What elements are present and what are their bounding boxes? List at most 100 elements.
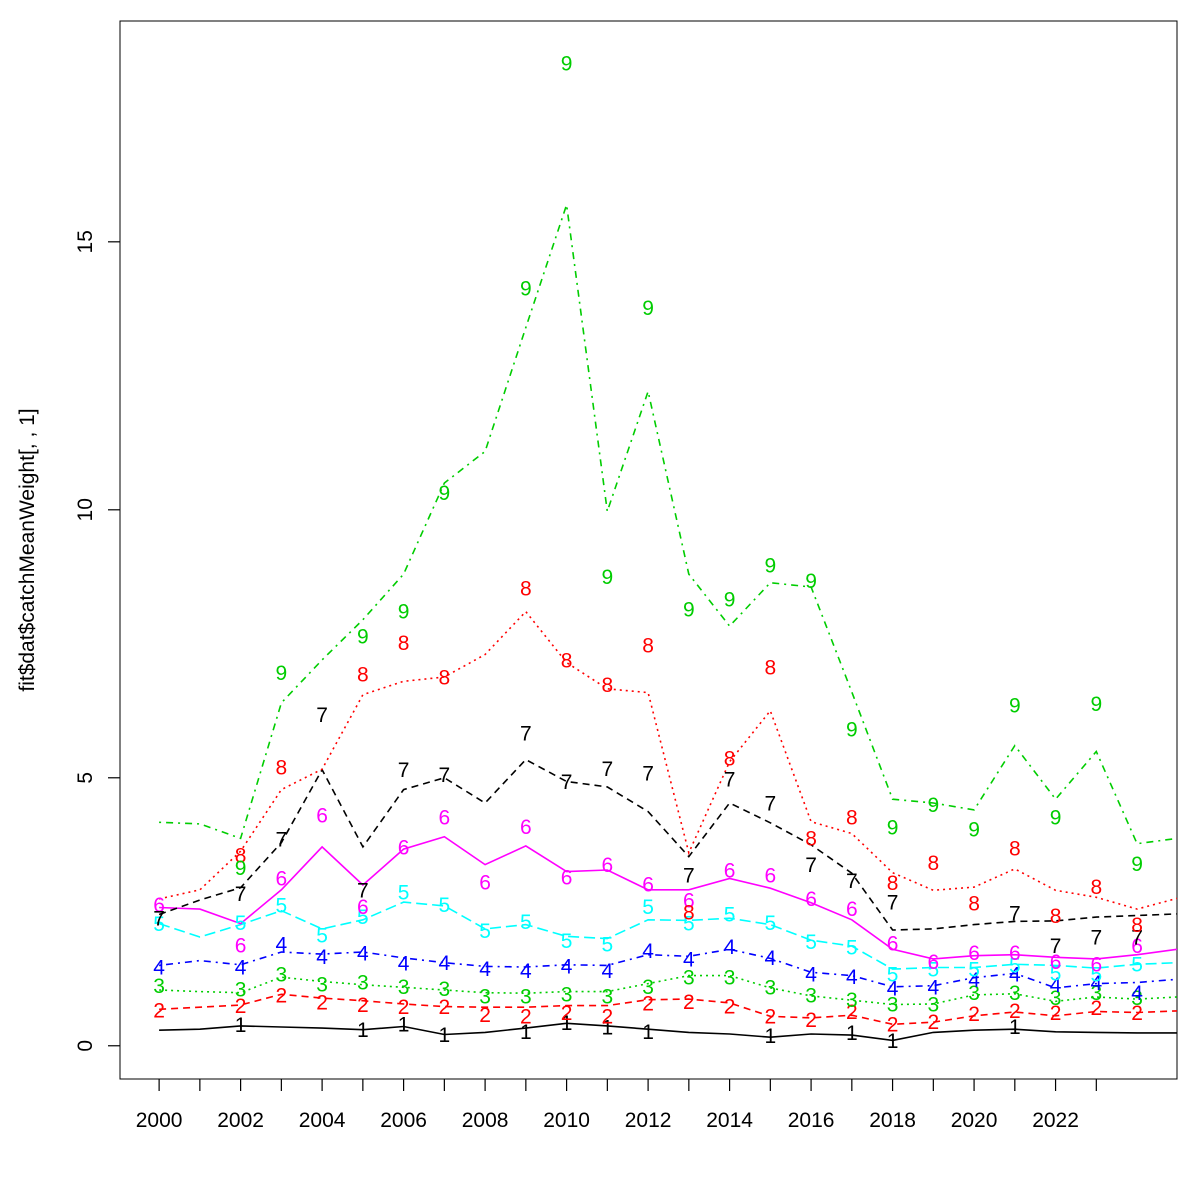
- obs-label-age-6: 6: [887, 932, 899, 955]
- obs-label-age-8: 8: [520, 578, 532, 601]
- obs-label-age-6: 6: [153, 894, 165, 917]
- obs-label-age-8: 8: [968, 893, 980, 916]
- obs-label-age-9: 9: [276, 662, 288, 685]
- obs-label-age-9: 9: [439, 482, 451, 505]
- obs-label-age-6: 6: [927, 951, 939, 974]
- obs-label-age-2: 2: [1050, 1002, 1062, 1025]
- obs-label-age-7: 7: [1009, 902, 1021, 925]
- obs-label-age-7: 7: [153, 908, 165, 931]
- obs-label-age-3: 3: [601, 985, 613, 1008]
- obs-label-age-4: 4: [520, 960, 532, 983]
- obs-label-age-7: 7: [439, 764, 451, 787]
- obs-label-age-8: 8: [601, 674, 613, 697]
- obs-label-age-6: 6: [398, 836, 410, 859]
- obs-label-age-9: 9: [968, 819, 980, 842]
- obs-label-age-8: 8: [561, 649, 573, 672]
- fit-line-age-5: [158, 901, 1178, 970]
- obs-label-age-9: 9: [1090, 693, 1102, 716]
- obs-label-age-6: 6: [1009, 942, 1021, 965]
- obs-label-age-2: 2: [276, 984, 288, 1007]
- obs-label-age-9: 9: [683, 599, 695, 622]
- obs-label-age-1: 1: [398, 1013, 410, 1036]
- obs-label-age-5: 5: [683, 913, 695, 936]
- obs-label-age-2: 2: [316, 991, 328, 1014]
- obs-label-age-9: 9: [1009, 694, 1021, 717]
- obs-label-age-1: 1: [561, 1012, 573, 1035]
- axes: 2000 2002 2004 2006 2008 2010 2012 2014 2016 2018…: [74, 20, 1178, 1132]
- obs-label-age-7: 7: [601, 758, 613, 781]
- obs-label-age-2: 2: [561, 1002, 573, 1025]
- obs-label-age-3: 3: [1131, 987, 1143, 1010]
- obs-label-age-3: 3: [724, 967, 736, 990]
- obs-label-age-4: 4: [1050, 974, 1062, 997]
- obs-label-age-9: 9: [357, 625, 369, 648]
- obs-label-age-2: 2: [479, 1004, 491, 1027]
- x-tick-label: 2012: [625, 1109, 672, 1132]
- obs-label-age-3: 3: [968, 982, 980, 1005]
- obs-label-age-7: 7: [805, 854, 817, 877]
- fit-line-age-7: [158, 758, 1178, 931]
- obs-label-age-5: 5: [276, 894, 288, 917]
- obs-label-age-2: 2: [235, 995, 247, 1018]
- obs-label-age-4: 4: [398, 953, 410, 976]
- obs-label-age-4: 4: [1131, 982, 1143, 1005]
- obs-label-age-1: 1: [520, 1021, 532, 1044]
- obs-label-age-9: 9: [398, 601, 410, 624]
- obs-label-age-1: 1: [887, 1030, 899, 1053]
- obs-label-age-3: 3: [683, 967, 695, 990]
- obs-label-age-3: 3: [479, 985, 491, 1008]
- x-tick-label: 2022: [1032, 1109, 1079, 1132]
- obs-label-age-7: 7: [561, 771, 573, 794]
- obs-label-age-3: 3: [561, 983, 573, 1006]
- obs-label-age-6: 6: [1090, 953, 1102, 976]
- obs-label-age-2: 2: [439, 996, 451, 1019]
- obs-label-age-7: 7: [398, 759, 410, 782]
- obs-label-age-2: 2: [1009, 1000, 1021, 1023]
- obs-label-age-1: 1: [764, 1025, 776, 1048]
- obs-label-age-4: 4: [683, 948, 695, 971]
- obs-label-age-2: 2: [153, 999, 165, 1022]
- obs-label-age-4: 4: [1009, 964, 1021, 987]
- obs-label-age-6: 6: [235, 935, 247, 958]
- obs-label-age-5: 5: [439, 894, 451, 917]
- obs-label-age-4: 4: [642, 940, 654, 963]
- obs-label-age-2: 2: [927, 1011, 939, 1034]
- obs-label-age-5: 5: [927, 959, 939, 982]
- obs-label-age-2: 2: [683, 991, 695, 1014]
- fit-line-age-8: [158, 610, 1178, 910]
- obs-label-age-3: 3: [1050, 987, 1062, 1010]
- obs-label-age-2: 2: [846, 1001, 858, 1024]
- obs-label-age-5: 5: [1050, 962, 1062, 985]
- obs-label-age-6: 6: [1131, 935, 1143, 958]
- obs-label-age-9: 9: [1050, 806, 1062, 829]
- obs-label-age-7: 7: [846, 870, 858, 893]
- obs-label-age-2: 2: [887, 1013, 899, 1036]
- obs-label-age-5: 5: [887, 964, 899, 987]
- obs-label-age-5: 5: [479, 920, 491, 943]
- obs-label-age-5: 5: [1131, 953, 1143, 976]
- x-tick-label: 2002: [217, 1109, 264, 1132]
- obs-label-age-4: 4: [276, 933, 288, 956]
- obs-label-age-5: 5: [846, 937, 858, 960]
- obs-label-age-8: 8: [276, 757, 288, 780]
- obs-label-age-4: 4: [235, 957, 247, 980]
- obs-label-age-2: 2: [642, 992, 654, 1015]
- fitted-lines: [158, 204, 1178, 1042]
- obs-label-age-5: 5: [153, 913, 165, 936]
- obs-label-age-8: 8: [805, 827, 817, 850]
- obs-label-age-3: 3: [887, 994, 899, 1017]
- obs-label-age-8: 8: [357, 663, 369, 686]
- obs-label-age-6: 6: [1050, 951, 1062, 974]
- obs-label-age-5: 5: [398, 881, 410, 904]
- obs-label-age-3: 3: [642, 976, 654, 999]
- obs-label-age-9: 9: [887, 817, 899, 840]
- obs-label-age-4: 4: [479, 958, 491, 981]
- obs-label-age-9: 9: [561, 52, 573, 75]
- y-tick-label: 10: [74, 498, 97, 521]
- obs-label-age-9: 9: [520, 277, 532, 300]
- x-tick-label: 2020: [951, 1109, 998, 1132]
- obs-label-age-2: 2: [1131, 1002, 1143, 1025]
- obs-label-age-5: 5: [1090, 964, 1102, 987]
- obs-label-age-2: 2: [805, 1009, 817, 1032]
